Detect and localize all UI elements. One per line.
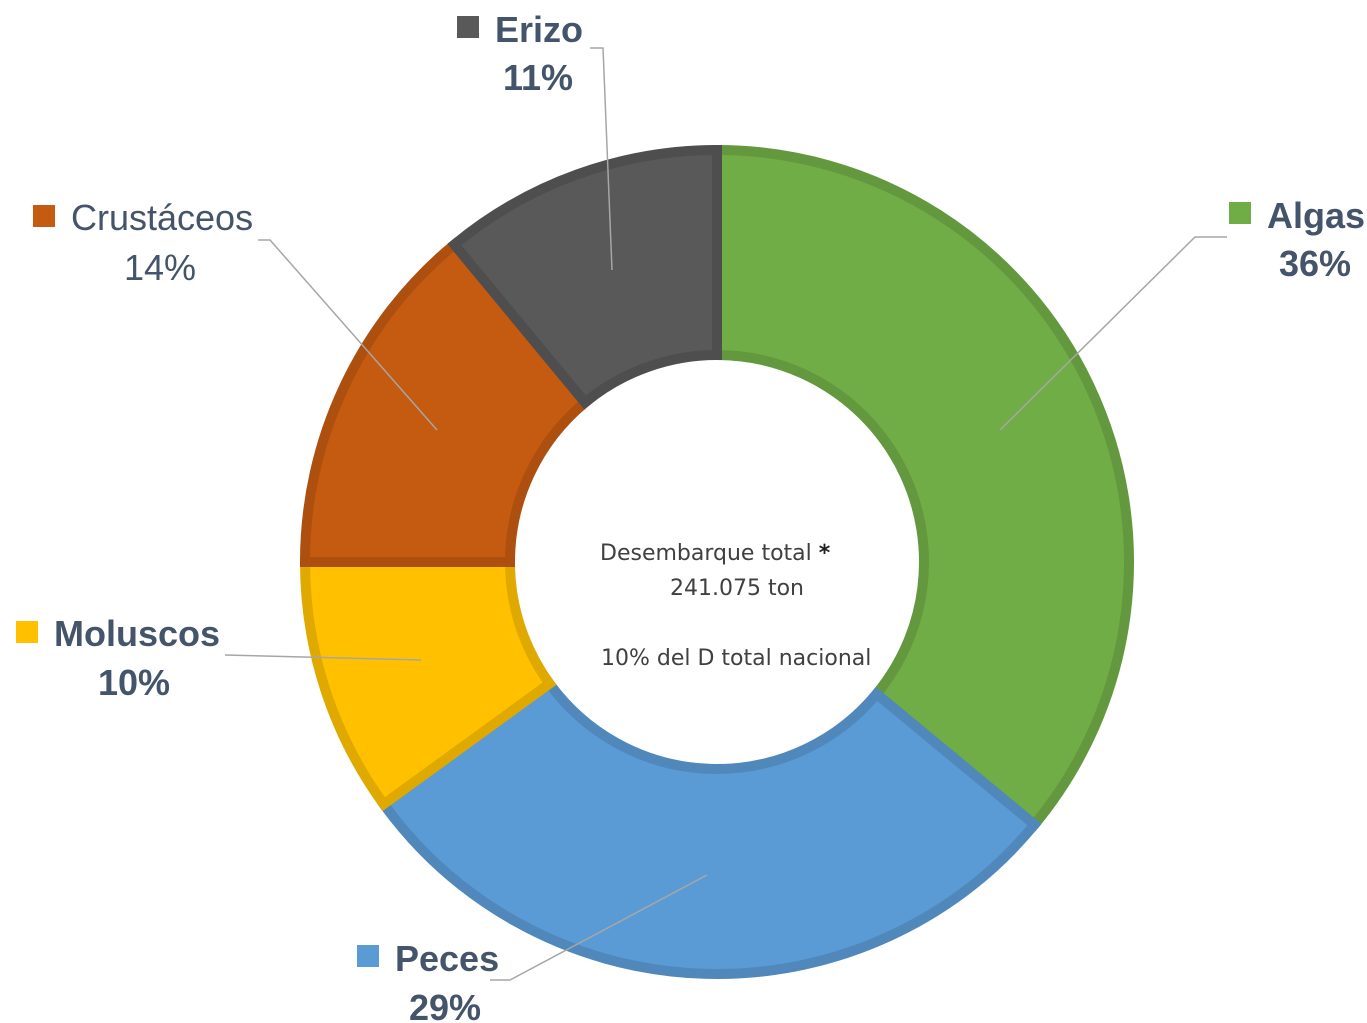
slice-label: Peces bbox=[395, 938, 499, 979]
leader-lines bbox=[224, 47, 1227, 981]
leader-line bbox=[490, 874, 708, 981]
slice-value-label: 14% bbox=[124, 247, 196, 288]
leader-line bbox=[999, 236, 1227, 431]
slice-value-label: 29% bbox=[409, 987, 481, 1023]
legend-key bbox=[16, 621, 38, 643]
legend-key bbox=[33, 205, 55, 227]
legend-key bbox=[357, 945, 379, 967]
slice-label: Algas bbox=[1267, 195, 1365, 236]
slice-label: Crustáceos bbox=[71, 197, 253, 238]
center-line-3: 10% del D total nacional bbox=[601, 646, 871, 671]
slice-moluscos bbox=[299, 557, 557, 812]
data-labels: Algas 36% Peces 29% Moluscos 10% Crustáceos 14%… bbox=[16, 9, 1365, 1023]
slice-label: Erizo bbox=[495, 9, 583, 50]
slice-value-label: 11% bbox=[503, 57, 573, 98]
slice-value-label: 36% bbox=[1279, 243, 1351, 284]
legend-key bbox=[1229, 202, 1251, 224]
center-annotation: Desembarque total * 241.075 ton 10% del … bbox=[600, 541, 871, 671]
slice-algas bbox=[712, 144, 1134, 832]
chart-segments bbox=[299, 144, 1134, 979]
slice-value-label: 10% bbox=[98, 662, 170, 703]
slice-peces bbox=[376, 676, 1042, 979]
leader-line bbox=[590, 47, 613, 271]
leader-line bbox=[224, 654, 422, 661]
center-line-2: 241.075 ton bbox=[670, 576, 804, 601]
center-line-1: Desembarque total * bbox=[600, 541, 831, 566]
slice-erizo bbox=[447, 144, 722, 410]
leader-line bbox=[258, 239, 438, 431]
slice-label: Moluscos bbox=[54, 613, 220, 654]
legend-key bbox=[457, 16, 479, 38]
